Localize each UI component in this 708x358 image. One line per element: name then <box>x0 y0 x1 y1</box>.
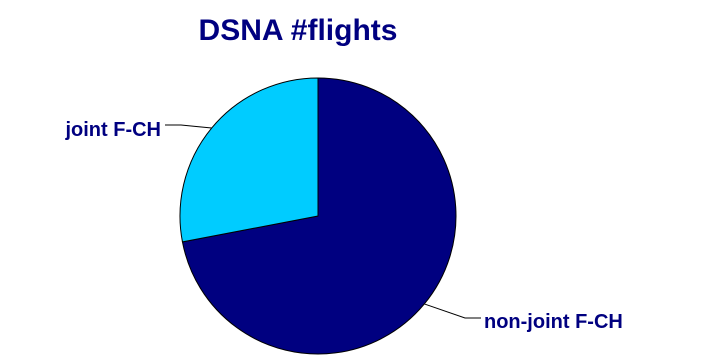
slice-label-joint-f-ch: joint F-CH <box>64 119 161 141</box>
pie-slice-non-joint-f-ch <box>181 77 457 355</box>
leader-line-non-joint-f-ch <box>424 303 481 319</box>
leader-lines <box>165 124 481 319</box>
leader-line-joint-f-ch <box>165 124 212 129</box>
pie-slice-joint-f-ch <box>179 77 319 243</box>
chart-title: DSNA #flights <box>199 14 398 47</box>
pie-slices <box>179 77 457 355</box>
slice-label-non-joint-f-ch: non-joint F-CH <box>484 311 623 333</box>
